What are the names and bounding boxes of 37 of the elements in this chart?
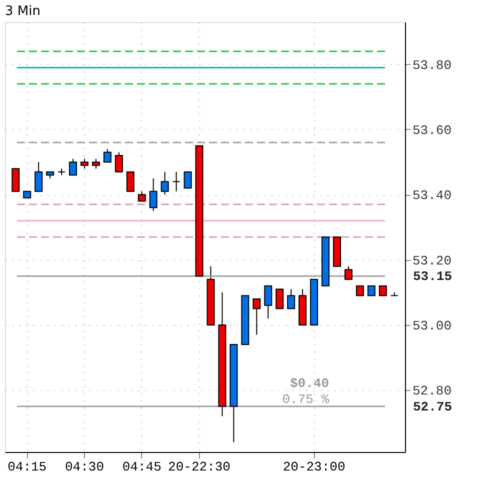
- candlestick: [34, 162, 43, 192]
- candlestick: [356, 285, 364, 296]
- x-tick-label: 04:45: [122, 460, 162, 474]
- candlestick: [378, 285, 387, 296]
- annotation: 0.75 %: [282, 392, 330, 408]
- candlestick: [69, 158, 78, 176]
- candlestick: [184, 171, 192, 189]
- y-tick-label: 53.40: [412, 188, 452, 204]
- x-tick-label: 04:30: [64, 460, 104, 474]
- candlestick: [126, 171, 134, 192]
- y-tick-label: 53.00: [412, 318, 452, 334]
- candlestick: [103, 148, 112, 163]
- chart-title: 3 Min: [5, 4, 40, 19]
- y-tick-label: 52.80: [412, 384, 452, 399]
- candlestick: [264, 285, 272, 319]
- candlestick: [276, 288, 284, 310]
- candlestick: [92, 158, 100, 170]
- candlestick: [287, 288, 296, 310]
- candlestick: [344, 266, 352, 280]
- x-tick-label: 20-22:30: [168, 460, 230, 474]
- candlestick: [114, 152, 123, 172]
- candlestick: [160, 171, 169, 196]
- candlestick: [172, 171, 180, 192]
- ref-line-label: 52.75: [413, 399, 452, 414]
- annotation: $0.40: [290, 376, 330, 392]
- y-tick-label: 53.60: [412, 123, 452, 138]
- y-tick-label: 53.80: [412, 58, 452, 73]
- candlestick: [149, 178, 158, 212]
- x-tick-label: 04:15: [8, 460, 47, 474]
- candlestick: [80, 158, 88, 170]
- candlestick: [138, 190, 146, 202]
- ref-line-label: 53.15: [413, 269, 452, 284]
- x-tick-label: 20-23:00: [282, 460, 346, 474]
- candlestick: [367, 285, 376, 296]
- candlestick: [12, 168, 20, 192]
- candlestick: [252, 298, 261, 336]
- y-tick-label: 53.20: [412, 253, 452, 268]
